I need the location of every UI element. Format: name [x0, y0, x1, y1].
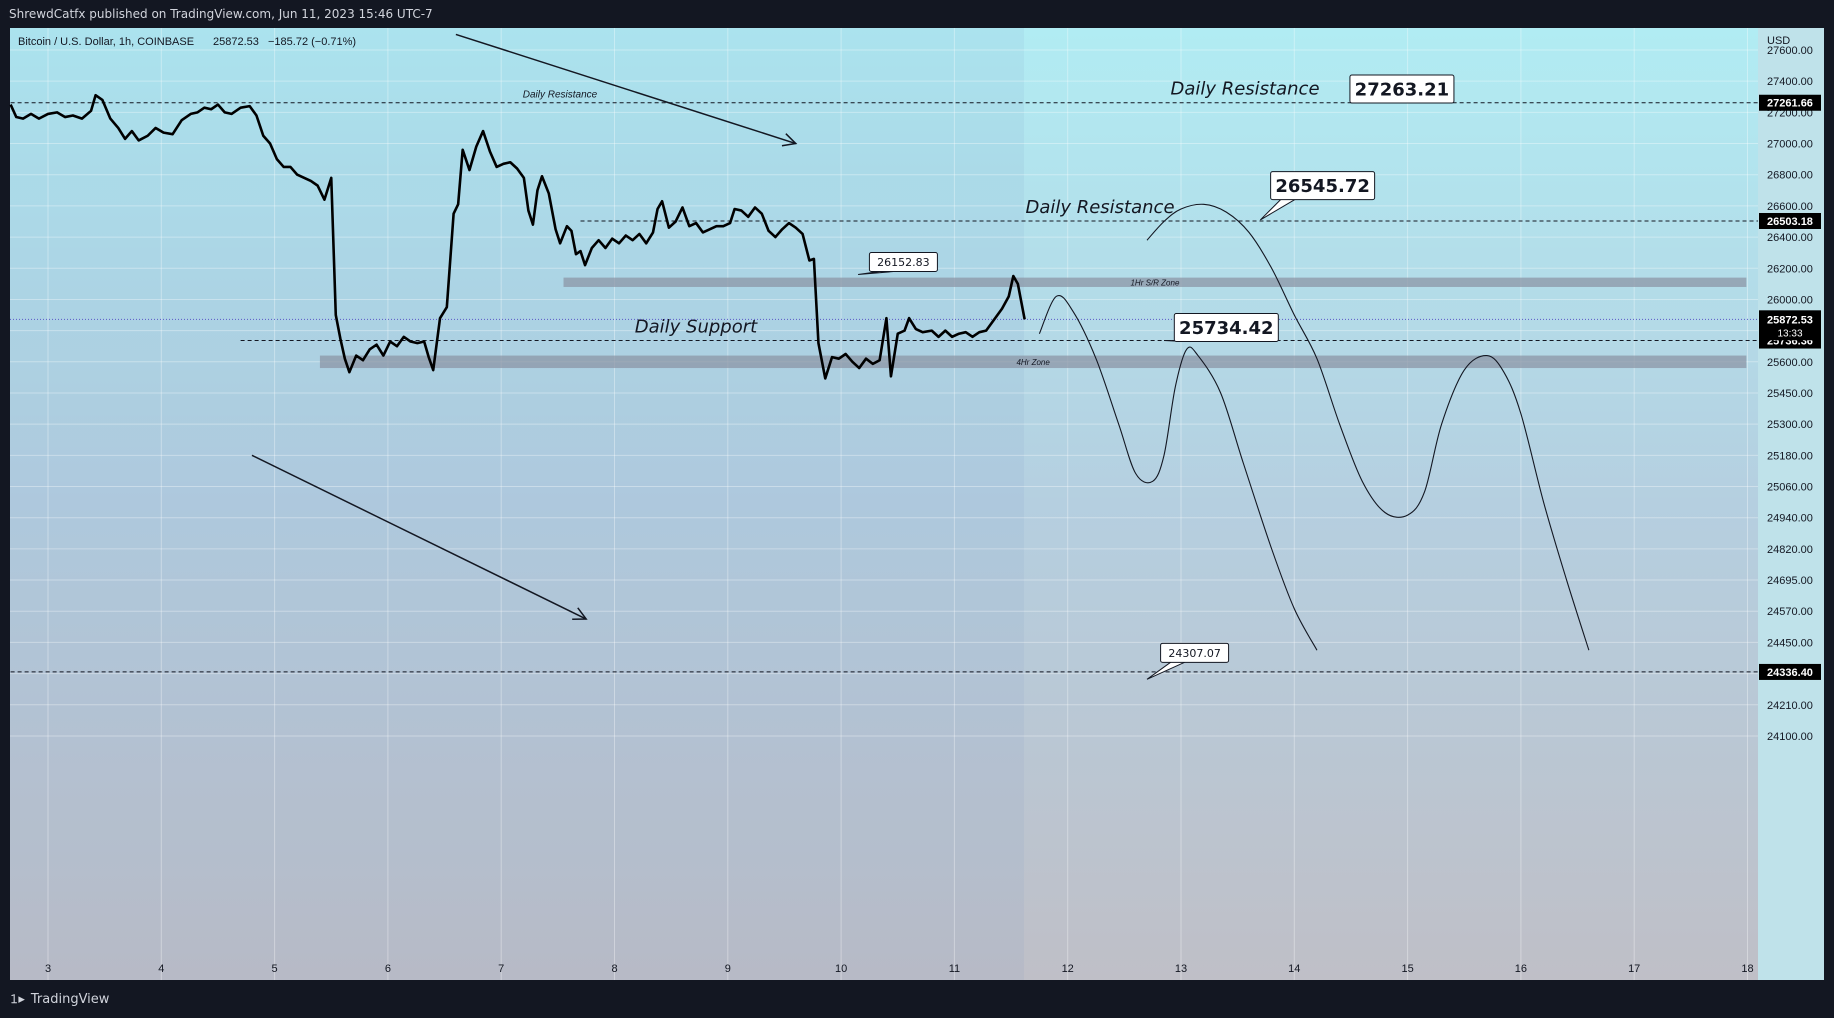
y-tick-label: 26400.00 [1767, 232, 1813, 244]
y-tick-label: 26800.00 [1767, 170, 1813, 182]
y-tick-label: 25180.00 [1767, 450, 1813, 462]
callout-pointer [1259, 199, 1295, 221]
projection-path[interactable] [1146, 203, 1590, 651]
callout-pointer [1146, 661, 1185, 680]
y-tick-label: 26000.00 [1767, 294, 1813, 306]
price-axis-label [1759, 663, 1821, 680]
trend-arrow-head [572, 607, 588, 621]
x-tick-label: 13 [1175, 963, 1187, 975]
x-tick-label: 15 [1401, 963, 1413, 975]
publish-info: ShrewdCatfx published on TradingView.com… [9, 7, 433, 21]
y-tick-label: 26200.00 [1767, 263, 1813, 275]
y-tick-label: 25600.00 [1767, 357, 1813, 369]
price-axis-label-text: 27261.66 [1767, 98, 1813, 110]
x-tick-label: 5 [272, 963, 278, 975]
y-tick-label: 27400.00 [1767, 76, 1813, 88]
callout-box[interactable] [1270, 171, 1376, 201]
x-tick-label: 14 [1288, 963, 1300, 975]
callout-label: 25734.42 [1179, 318, 1274, 339]
y-tick-label: 24450.00 [1767, 637, 1813, 649]
history-shade [10, 28, 1024, 980]
legend-last-price: 25872.53 [213, 36, 259, 48]
price-axis-label [1759, 212, 1821, 229]
x-tick-label: 7 [498, 963, 504, 975]
callout-box[interactable] [1173, 313, 1279, 343]
tradingview-logo-icon: 𝟷▸ [10, 992, 25, 1007]
x-tick-label: 4 [158, 963, 164, 975]
x-tick-label: 8 [611, 963, 617, 975]
current-price-value: 25872.53 [1767, 314, 1813, 326]
footer-bar: 𝟷▸ TradingView [0, 982, 1834, 1018]
legend-change: −185.72 (−0.71%) [268, 36, 356, 48]
callout-pointer [858, 271, 894, 275]
callout-box[interactable] [1349, 74, 1455, 104]
level-caption: Daily Resistance [1170, 79, 1319, 100]
projection-path[interactable] [1038, 294, 1318, 651]
price-axis-label-text: 26503.18 [1767, 216, 1813, 228]
x-tick-label: 18 [1741, 963, 1753, 975]
x-tick-label: 16 [1515, 963, 1527, 975]
sr-zone[interactable] [319, 355, 1747, 369]
sr-zone[interactable] [563, 277, 1747, 287]
price-axis-label [1759, 94, 1821, 111]
trend-arrow-head [781, 133, 798, 147]
zone-label: 1Hr S/R Zone [1130, 278, 1179, 287]
x-tick-label: 9 [725, 963, 731, 975]
y-tick-label: 24210.00 [1767, 700, 1813, 712]
x-tick-label: 6 [385, 963, 391, 975]
x-tick-label: 10 [835, 963, 847, 975]
y-tick-label: 24820.00 [1767, 544, 1813, 556]
callout-label: 26152.83 [877, 256, 930, 269]
y-tick-label: 25450.00 [1767, 388, 1813, 400]
publish-header: ShrewdCatfx published on TradingView.com… [0, 0, 1834, 28]
level-caption: Daily Support [635, 317, 758, 338]
brand-text: TradingView [30, 992, 110, 1007]
callout-box[interactable] [1160, 642, 1230, 663]
x-tick-label: 17 [1628, 963, 1640, 975]
y-tick-label: 24100.00 [1767, 731, 1813, 743]
y-tick-label: 24940.00 [1767, 513, 1813, 525]
callout-label: 26545.72 [1275, 176, 1370, 197]
candle-countdown: 13:33 [1777, 328, 1802, 339]
price-axis-bg [1758, 28, 1824, 980]
y-tick-label: 25060.00 [1767, 482, 1813, 494]
trend-arrow[interactable] [455, 33, 797, 145]
zone-label: 4Hr Zone [1016, 358, 1050, 367]
callout-label: 27263.21 [1355, 79, 1450, 100]
level-caption-small: Daily Resistance [523, 90, 598, 101]
y-tick-label: 26600.00 [1767, 201, 1813, 213]
x-tick-label: 12 [1062, 963, 1074, 975]
price-series-line[interactable] [9, 93, 1026, 380]
callout-label: 24307.07 [1168, 647, 1221, 660]
plot-background [10, 28, 1758, 980]
y-tick-label: 27000.00 [1767, 139, 1813, 151]
tradingview-brand[interactable]: 𝟷▸ TradingView [10, 992, 109, 1007]
callout-box[interactable] [868, 252, 938, 273]
y-tick-label: 24570.00 [1767, 606, 1813, 618]
current-price-label [1759, 310, 1821, 341]
x-tick-label: 11 [949, 963, 960, 975]
price-axis-label-text: 24336.40 [1767, 667, 1813, 679]
x-tick-label: 3 [45, 963, 51, 975]
y-tick-label: 25300.00 [1767, 419, 1813, 431]
trend-arrow[interactable] [251, 454, 587, 620]
y-tick-label: 27600.00 [1767, 45, 1813, 57]
level-caption: Daily Resistance [1025, 197, 1174, 218]
legend-symbol: Bitcoin / U.S. Dollar, 1h, COINBASE [18, 36, 194, 48]
y-tick-label: 24695.00 [1767, 575, 1813, 587]
currency-label: USD [1767, 35, 1790, 47]
